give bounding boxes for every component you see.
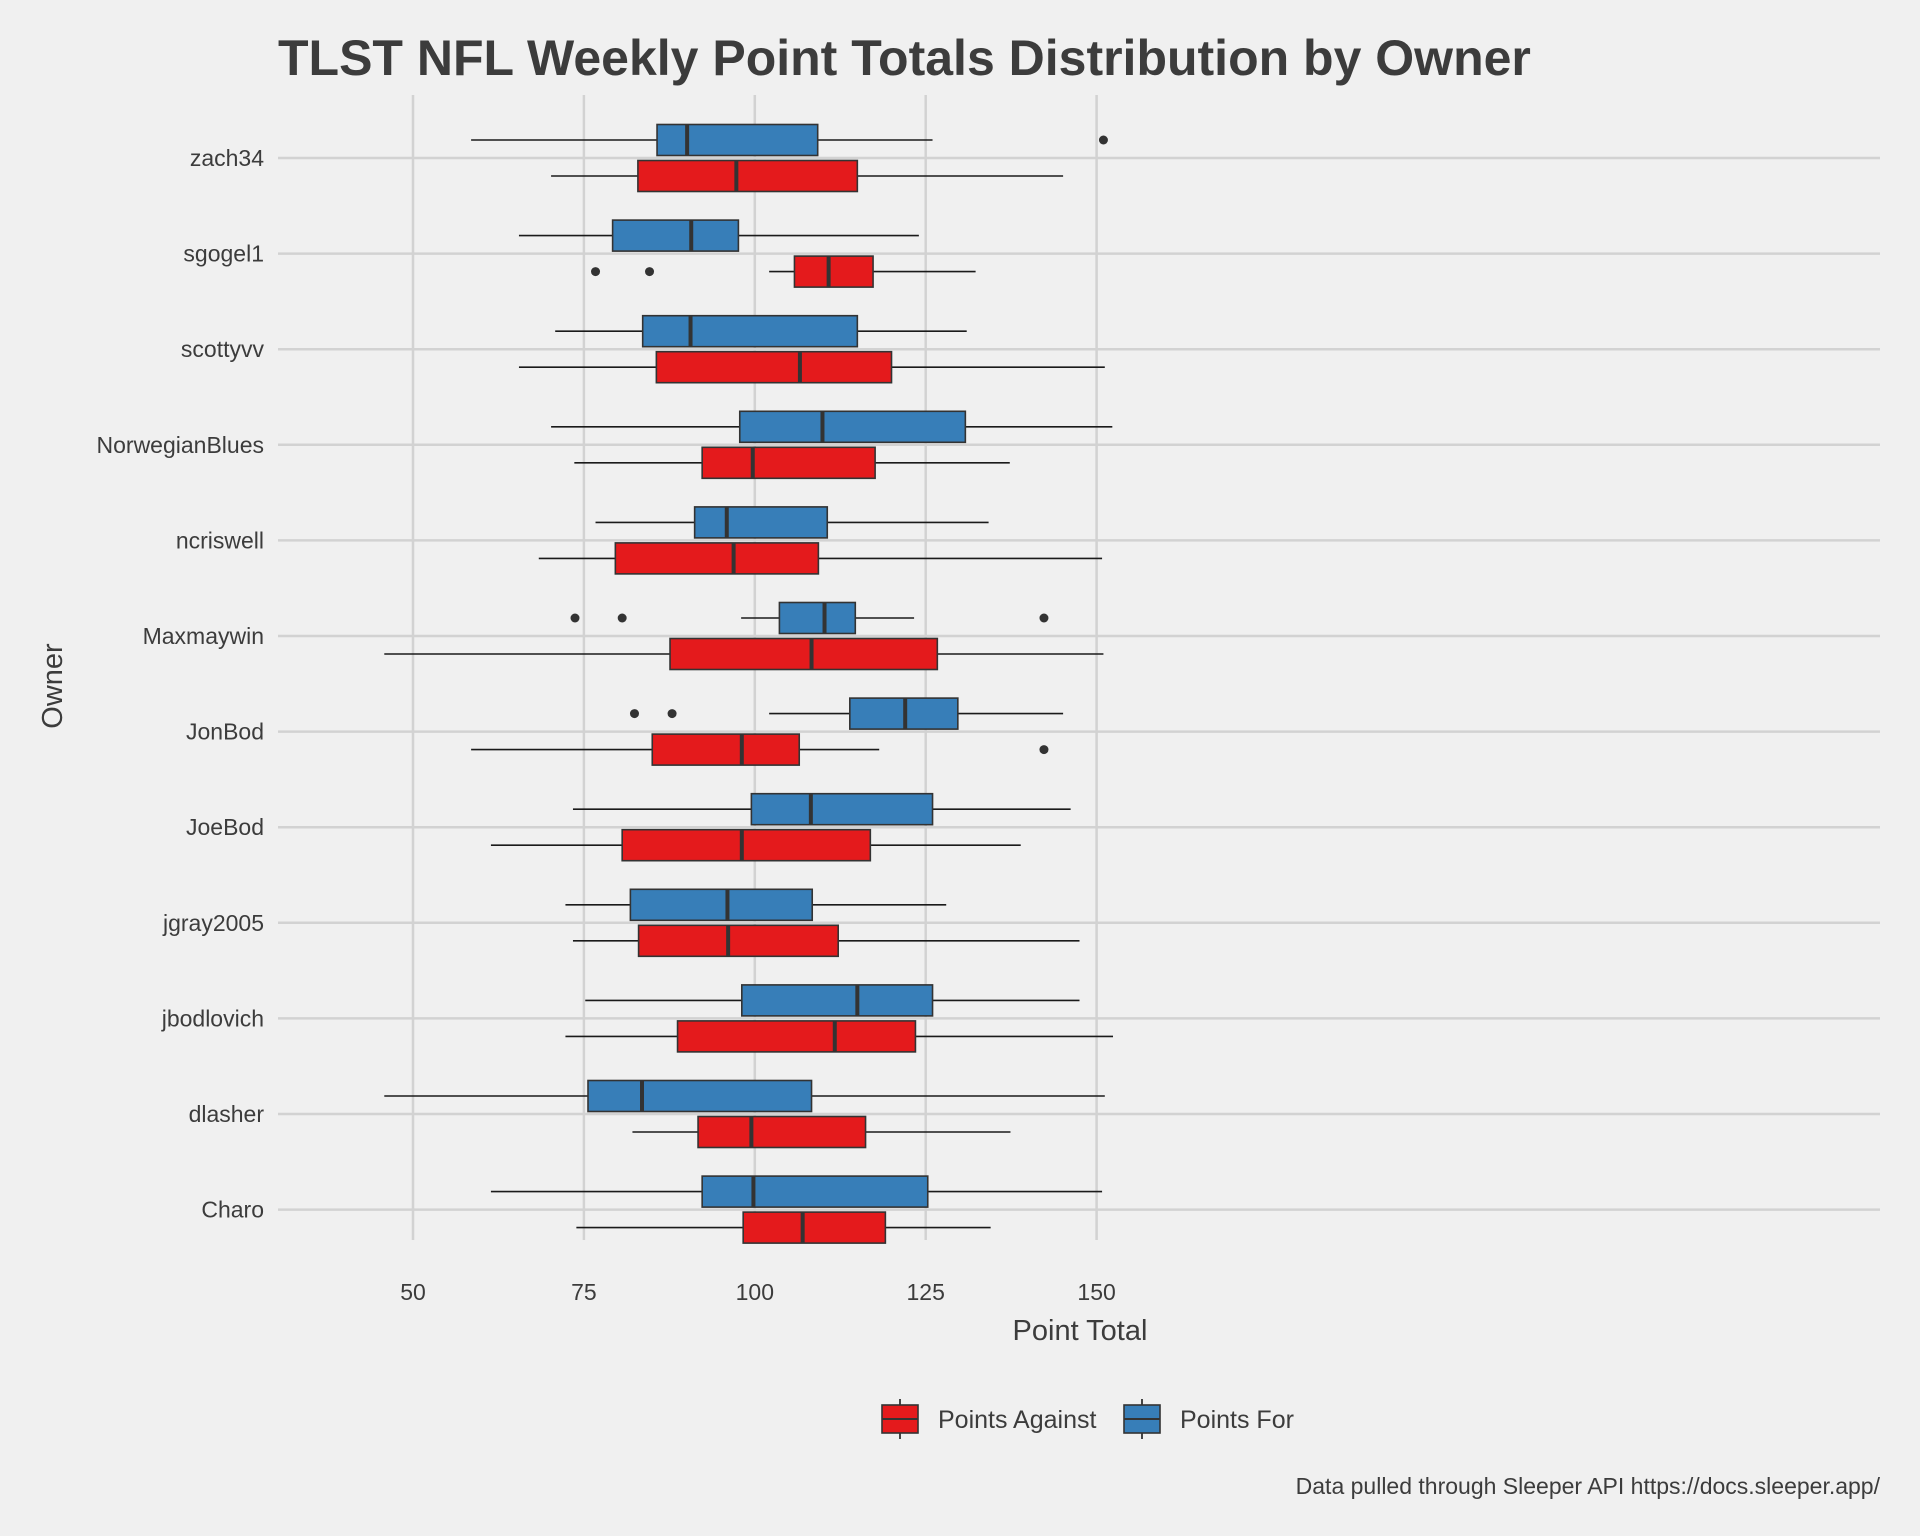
iqr-box [669,637,939,671]
outlier-point [617,613,627,623]
box-points-for [490,1175,1103,1208]
y-tick-label: Maxmaywin [143,623,264,649]
legend-item-points-against: Points Against [881,1399,1096,1439]
outlier-point [570,613,580,623]
iqr-box [641,314,859,348]
box-points-against [591,255,976,288]
legend-label: Points For [1180,1406,1294,1434]
x-tick-label: 125 [907,1279,945,1305]
x-tick-label: 75 [571,1279,597,1305]
box-points-for [585,984,1080,1017]
y-tick-labels: zach34 sgogel1 scottyvv NorwegianBlues ncris… [97,145,265,1223]
outlier-point [591,267,601,277]
iqr-box [750,792,934,826]
box-points-against [572,924,1080,958]
outlier-point [1039,745,1049,755]
box-points-against [574,446,1010,480]
box-points-for [572,792,1071,826]
iqr-box [701,1175,929,1208]
box-points-for [595,506,989,539]
outlier-point [645,267,655,277]
box-points-for [570,601,1049,635]
y-tick-label: Charo [201,1197,264,1223]
legend: Points Against Points For [881,1399,1294,1439]
outlier-point [667,709,677,719]
iqr-box [741,984,934,1017]
box-points-against [538,542,1103,575]
y-axis-title: Owner [37,643,69,729]
box-points-for [565,888,947,922]
y-tick-label: dlasher [189,1101,265,1127]
legend-label: Points Against [938,1406,1096,1434]
iqr-box [742,1211,887,1244]
y-tick-label: ncriswell [176,527,264,553]
outlier-point [1039,613,1049,623]
iqr-box [637,159,859,193]
x-tick-label: 50 [400,1279,426,1305]
y-tick-label: JoeBod [186,814,264,840]
box-points-for [384,1079,1105,1113]
y-tick-label: scottyvv [181,336,265,362]
iqr-box [614,542,820,575]
iqr-box [701,446,876,480]
grid-lines [278,95,1880,1240]
iqr-box [637,924,839,958]
iqr-box [611,219,740,252]
iqr-box [693,506,829,539]
box-points-against [551,159,1064,193]
box-points-for [471,123,1108,157]
iqr-box [778,601,857,635]
iqr-box [621,828,872,862]
iqr-box [697,1115,867,1149]
x-tick-label: 150 [1077,1279,1115,1305]
box-points-for [555,314,967,348]
y-tick-label: NorwegianBlues [97,432,264,458]
x-tick-label: 100 [736,1279,774,1305]
iqr-box [651,733,801,766]
x-tick-labels: 50 75 100 125 150 [400,1279,1116,1305]
chart-title: TLST NFL Weekly Point Totals Distributio… [278,30,1531,86]
y-tick-label: JonBod [186,719,264,745]
box-points-against [384,637,1104,671]
y-tick-label: jgray2005 [162,910,264,936]
box-points-against [632,1115,1011,1149]
iqr-box [738,410,967,444]
y-tick-label: sgogel1 [183,241,264,267]
x-axis-title: Point Total [1013,1315,1148,1347]
box-points-against [576,1211,991,1244]
box-points-for [629,697,1064,730]
box-points-for [518,219,919,252]
box-points-against [490,828,1021,862]
box-points-for [551,410,1113,444]
iqr-box [629,888,814,922]
boxes-layer [384,123,1114,1244]
box-points-against [518,350,1105,384]
iqr-box [676,1020,917,1053]
outlier-point [1098,135,1108,145]
y-tick-label: jbodlovich [161,1005,264,1031]
iqr-box [655,350,893,384]
iqr-box [793,255,874,288]
chart-caption: Data pulled through Sleeper API https://… [1296,1473,1881,1499]
box-points-against [471,733,1049,766]
iqr-box [587,1079,813,1113]
outlier-point [629,709,639,719]
iqr-box [656,123,819,157]
legend-item-points-for: Points For [1123,1399,1294,1439]
y-tick-label: zach34 [190,145,264,171]
box-points-against [565,1020,1114,1053]
